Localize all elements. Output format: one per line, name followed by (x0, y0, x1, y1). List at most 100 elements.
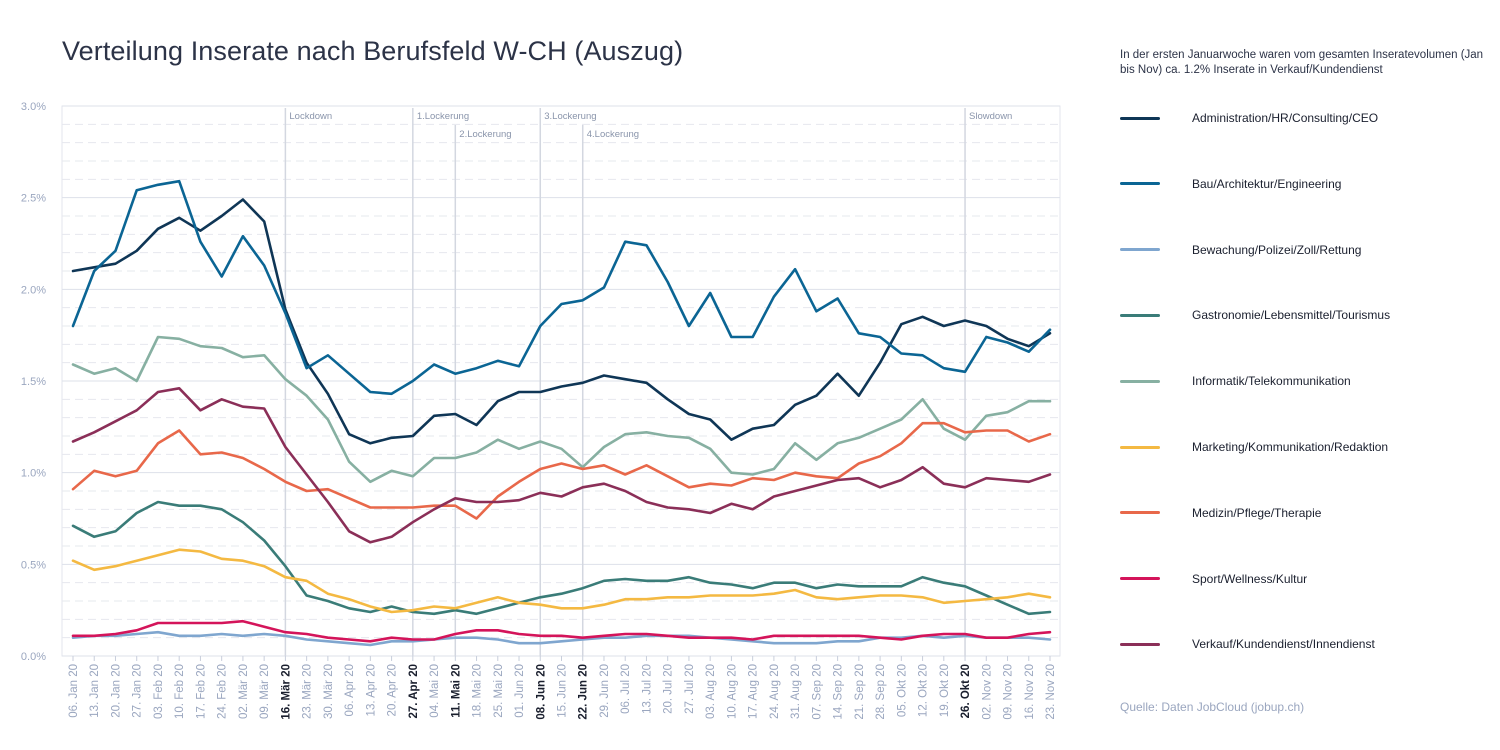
event-annotations: Lockdown 1.Lockerung 2.Lockerung 3.Lockerun… (284, 108, 1012, 656)
x-tick-label: 24. Aug 20 (769, 664, 781, 719)
line-chart: Lockdown 1.Lockerung 2.Lockerung 3.Lockerun… (21, 101, 1061, 720)
legend-item: Verkauf/Kundendienst/Innendienst (1120, 634, 1375, 654)
legend-swatch (1120, 313, 1160, 317)
legend-label: Verkauf/Kundendienst/Innendienst (1192, 637, 1375, 652)
x-tick-label: 28. Sep 20 (875, 664, 887, 720)
legend-swatch (1120, 248, 1160, 252)
x-tick-label: 13. Jan 20 (89, 664, 101, 718)
x-tick-label: 30. Mär 20 (323, 664, 335, 719)
legend-item: Marketing/Kommunikation/Redaktion (1120, 437, 1388, 457)
y-tick-label: 3.0% (21, 101, 46, 113)
x-tick-label: 05. Okt 20 (896, 664, 908, 717)
chart-note: In der ersten Januarwoche waren vom gesa… (1120, 49, 1484, 76)
x-tick-label: 20. Apr 20 (387, 664, 399, 716)
x-tick-label: 23. Nov 20 (1045, 664, 1057, 720)
legend-item: Administration/HR/Consulting/CEO (1120, 108, 1378, 128)
x-tick-label: 06. Jul 20 (620, 664, 632, 714)
legend-item: Gastronomie/Lebensmittel/Tourismus (1120, 305, 1390, 325)
y-tick-label: 1.0% (21, 468, 46, 480)
event-label: 4.Lockerung (587, 129, 639, 140)
event-label: Slowdown (969, 111, 1012, 122)
x-tick-label: 01. Jun 20 (514, 664, 526, 718)
x-tick-label: 03. Feb 20 (153, 664, 165, 719)
series-line (71, 386, 1052, 544)
y-tick-label: 1.5% (21, 376, 46, 388)
y-tick-label: 0.5% (21, 559, 46, 571)
series-line (71, 619, 1052, 643)
legend-swatch (1120, 511, 1160, 515)
legend-swatch (1120, 445, 1160, 449)
x-tick-label: 16. Mär 20 (280, 664, 292, 720)
x-tick-label: 02. Mär 20 (238, 664, 250, 719)
x-tick-label: 04. Mai 20 (429, 664, 441, 718)
x-tick-label: 27. Apr 20 (408, 664, 420, 719)
series-lines (71, 179, 1052, 647)
x-tick-label: 23. Mär 20 (302, 664, 314, 719)
x-tick-label: 09. Nov 20 (1003, 664, 1015, 720)
x-tick-label: 07. Sep 20 (811, 664, 823, 720)
x-tick-label: 16. Nov 20 (1024, 664, 1036, 720)
x-tick-label: 15. Jun 20 (557, 664, 569, 718)
legend-swatch (1120, 182, 1160, 186)
legend-swatch (1120, 379, 1160, 383)
x-tick-label: 08. Jun 20 (535, 664, 547, 720)
x-tick-label: 06. Apr 20 (344, 664, 356, 716)
x-tick-label: 26. Okt 20 (960, 664, 972, 718)
x-tick-label: 09. Mär 20 (259, 664, 271, 719)
chart-title: Verteilung Inserate nach Berufsfeld W-CH… (62, 36, 684, 66)
legend-swatch (1120, 642, 1160, 646)
x-tick-label: 03. Aug 20 (705, 664, 717, 719)
legend-item: Informatik/Telekommunikation (1120, 371, 1351, 391)
event-label: 3.Lockerung (544, 111, 596, 122)
x-tick-label: 22. Jun 20 (578, 664, 590, 720)
x-tick-label: 24. Feb 20 (217, 664, 229, 719)
legend-swatch (1120, 577, 1160, 581)
series-line (71, 335, 1052, 484)
x-tick-label: 20. Jul 20 (663, 664, 675, 714)
legend-label: Administration/HR/Consulting/CEO (1192, 111, 1379, 125)
series-line (71, 500, 1052, 616)
legend-swatch (1120, 116, 1160, 120)
x-tick-label: 12. Okt 20 (918, 664, 930, 717)
axes: 0.0% 0.5% 1.0% 1.5% 2.0% 2.5% 3.0% 06. Jan 20 13… (21, 101, 1057, 720)
x-tick-label: 19. Okt 20 (939, 664, 951, 717)
y-tick-label: 2.5% (21, 193, 46, 205)
x-tick-label: 11. Mai 20 (450, 664, 462, 718)
x-tick-label: 10. Feb 20 (174, 664, 186, 719)
series-line (71, 421, 1052, 520)
legend-label: Bewachung/Polizei/Zoll/Rettung (1192, 242, 1362, 257)
x-tick-label: 06. Jan 20 (68, 664, 80, 718)
legend-item: Sport/Wellness/Kultur (1120, 569, 1307, 589)
legend-label: Gastronomie/Lebensmittel/Tourismus (1192, 308, 1391, 323)
x-tick-label: 29. Jun 20 (599, 664, 611, 718)
legend-item: Bau/Architektur/Engineering (1120, 174, 1341, 194)
event-label: Lockdown (289, 111, 332, 122)
x-tick-label: 13. Apr 20 (365, 664, 377, 716)
legend-label: Marketing/Kommunikation/Redaktion (1192, 440, 1389, 454)
x-tick-label: 14. Sep 20 (833, 664, 845, 720)
x-tick-label: 21. Sep 20 (854, 664, 866, 720)
x-tick-label: 13. Jul 20 (641, 664, 653, 714)
x-tick-label: 27. Jan 20 (132, 664, 144, 718)
x-tick-label: 17. Aug 20 (748, 664, 760, 719)
series-line (71, 548, 1052, 614)
legend-label: Sport/Wellness/Kultur (1192, 571, 1308, 586)
series-line (71, 198, 1052, 445)
series-line (71, 179, 1052, 396)
x-tick-label: 25. Mai 20 (493, 664, 505, 718)
grid (61, 105, 1061, 657)
legend-label: Medizin/Pflege/Therapie (1192, 505, 1322, 520)
x-tick-label: 20. Jan 20 (110, 664, 122, 718)
x-tick-label: 17. Feb 20 (195, 664, 207, 719)
x-tick-label: 02. Nov 20 (981, 664, 993, 720)
x-tick-label: 31. Aug 20 (790, 664, 802, 719)
source-note: Quelle: Daten JobCloud (jobup.ch) (1120, 700, 1305, 714)
legend-label: Informatik/Telekommunikation (1192, 374, 1351, 389)
x-tick-label: 10. Aug 20 (726, 664, 738, 719)
legend-item: Medizin/Pflege/Therapie (1120, 503, 1321, 523)
legend-item: Bewachung/Polizei/Zoll/Rettung (1120, 240, 1361, 260)
y-tick-label: 2.0% (21, 284, 46, 296)
y-tick-label: 0.0% (21, 651, 46, 663)
x-tick-label: 27. Jul 20 (684, 664, 696, 714)
event-label: 2.Lockerung (459, 129, 511, 140)
